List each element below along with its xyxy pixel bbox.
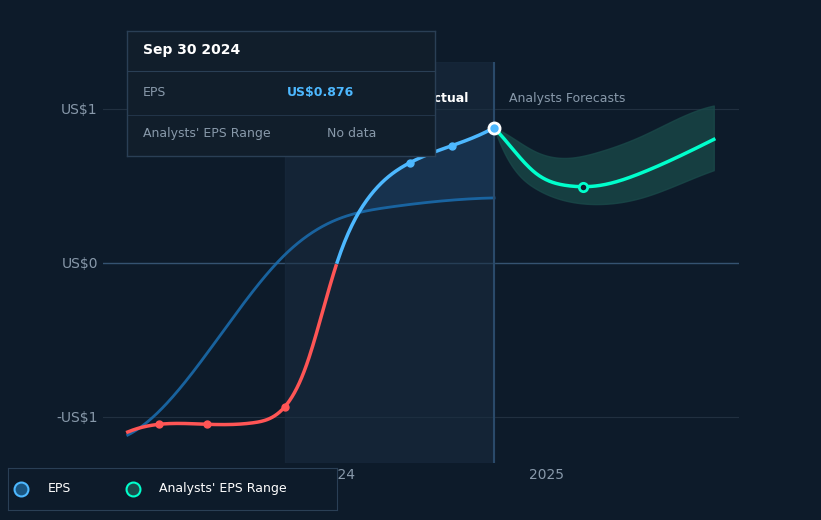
Text: EPS: EPS xyxy=(48,483,71,495)
Text: Analysts' EPS Range: Analysts' EPS Range xyxy=(143,127,270,140)
Text: No data: No data xyxy=(328,127,377,140)
Text: Sep 30 2024: Sep 30 2024 xyxy=(143,43,240,57)
Text: Analysts Forecasts: Analysts Forecasts xyxy=(509,93,625,106)
Text: US$0.876: US$0.876 xyxy=(287,86,355,99)
Text: Analysts' EPS Range: Analysts' EPS Range xyxy=(159,483,287,495)
Text: Actual: Actual xyxy=(425,93,470,106)
Text: EPS: EPS xyxy=(143,86,166,99)
Bar xyxy=(285,62,494,463)
